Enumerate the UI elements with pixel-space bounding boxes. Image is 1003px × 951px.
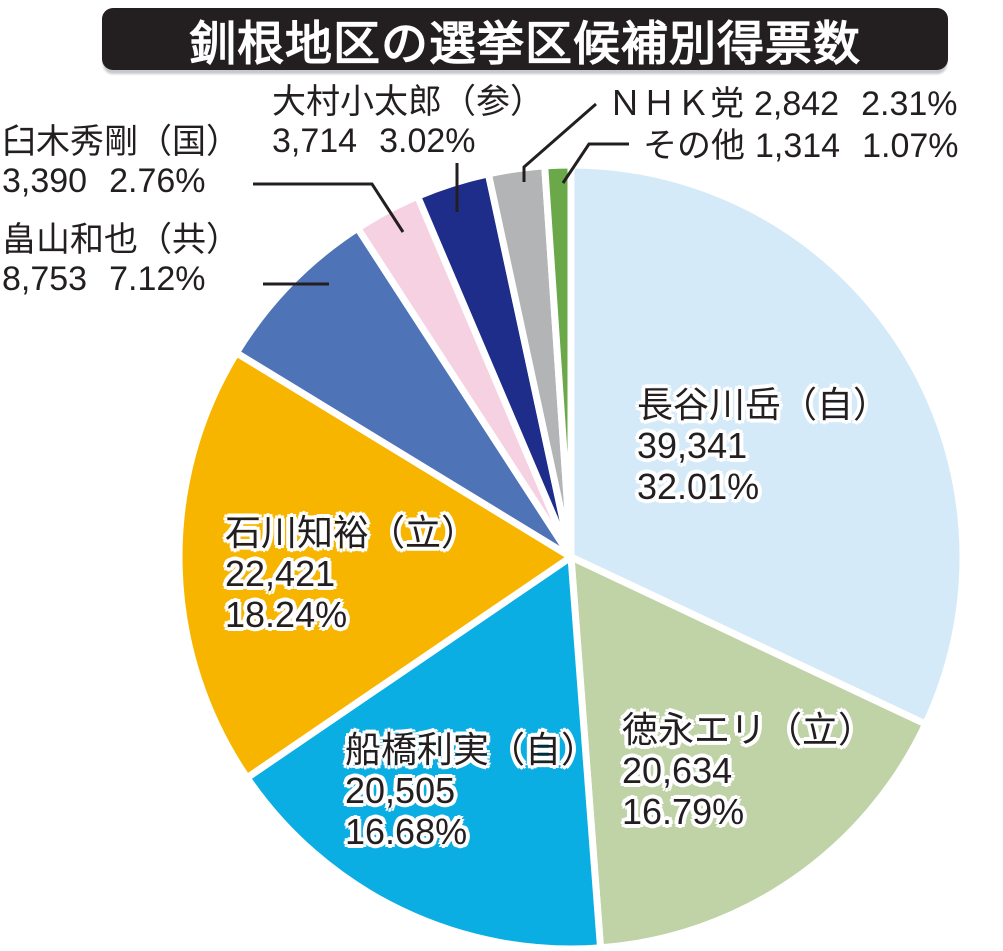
label-hatakeyama: 畠山和也（共） 8,753 7.12%: [2, 221, 240, 299]
label-ishikawa-votes: 22,421: [225, 553, 336, 594]
pie-slice-1: [567, 551, 931, 951]
title-banner: 釧根地区の選挙区候補別得票数: [102, 8, 948, 70]
label-funahashi-votes: 20,505: [345, 770, 456, 811]
label-hasegawa: 長谷川岳（自） 39,341 32.01%: [637, 384, 889, 507]
pie-slice-0: [567, 161, 967, 729]
label-hasegawa-percent: 32.01%: [637, 466, 760, 507]
label-usuki: 臼木秀剛（国） 3,390 2.76%: [2, 123, 240, 201]
pie-slice-8: [540, 161, 575, 558]
label-usuki-values: 3,390 2.76%: [2, 162, 206, 200]
label-omura: 大村小太郎（参） 3,714 3.02%: [272, 83, 544, 161]
leader-lines: [253, 102, 629, 286]
label-tokunaga-percent: 16.79%: [622, 791, 745, 832]
label-tokunaga-name: 徳永エリ（立）: [622, 709, 875, 750]
leader-line-nhk: [522, 102, 597, 182]
label-omura-name: 大村小太郎（参）: [272, 83, 544, 121]
label-tokunaga-votes: 20,634: [622, 750, 733, 791]
label-funahashi: 船橋利実（自） 20,505 16.68%: [345, 729, 597, 852]
chart-title: 釧根地区の選挙区候補別得票数: [189, 16, 861, 70]
leader-line-sonota: [561, 142, 629, 184]
label-ishikawa-name: 石川知裕（立）: [225, 512, 478, 553]
leader-line-usuki: [253, 182, 405, 233]
label-hatakeyama-name: 畠山和也（共）: [2, 221, 240, 259]
label-nhk: ＮＨＫ党 2,842 2.31%: [608, 85, 958, 123]
pie-slices: [175, 161, 967, 951]
label-funahashi-name: 船橋利実（自）: [345, 729, 598, 770]
label-tokunaga: 徳永エリ（立） 20,634 16.79%: [622, 709, 874, 832]
pie-slice-3: [175, 347, 578, 783]
pie-slice-2: [242, 550, 605, 951]
label-omura-values: 3,714 3.02%: [272, 122, 476, 160]
label-usuki-name: 臼木秀剛（国）: [2, 123, 240, 161]
label-ishikawa: 石川知裕（立） 22,421 18.24%: [225, 512, 477, 635]
label-hasegawa-votes: 39,341: [637, 425, 748, 466]
label-funahashi-percent: 16.68%: [345, 811, 468, 852]
label-sonota: その他 1,314 1.07%: [643, 127, 959, 165]
label-hatakeyama-values: 8,753 7.12%: [2, 260, 206, 298]
label-ishikawa-percent: 18.24%: [225, 594, 348, 635]
label-hasegawa-name: 長谷川岳（自）: [637, 384, 890, 425]
